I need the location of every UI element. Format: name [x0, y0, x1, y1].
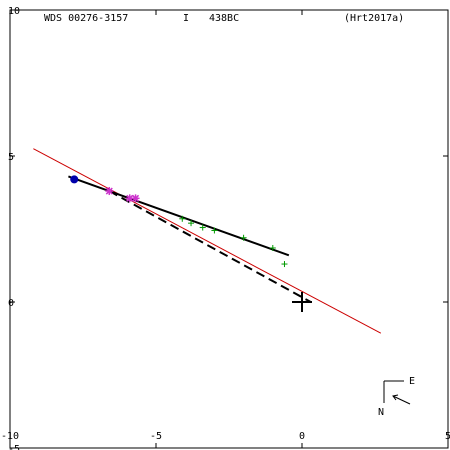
data-points — [70, 175, 312, 312]
y-tick-label: -5 — [8, 444, 20, 450]
compass: N E — [378, 376, 415, 418]
axis-ticks: -10 -5 0 5 -5 0 5 10 — [1, 6, 450, 450]
plus-point — [179, 215, 186, 222]
star-point — [131, 194, 140, 203]
motion-arrow-icon — [392, 395, 411, 405]
star-d2 — [126, 194, 134, 202]
x-tick-label: 5 — [445, 431, 450, 442]
y-tick-label: 0 — [8, 298, 14, 309]
header-grade: I — [183, 13, 189, 24]
plus-point — [281, 261, 288, 268]
y-tick-label: 5 — [8, 152, 14, 163]
plus-point — [211, 227, 218, 234]
plus-point — [199, 224, 206, 231]
plus-point — [269, 244, 276, 251]
x-tick-label: -5 — [150, 431, 162, 442]
compass-north-label: N — [378, 407, 384, 418]
x-tick-label: 0 — [299, 431, 305, 442]
compass-east-label: E — [409, 376, 415, 387]
y-tick-label: 10 — [8, 6, 20, 17]
motion-arrow-head-icon — [392, 394, 399, 401]
plus-point — [240, 234, 247, 241]
star-point — [105, 187, 114, 196]
x-tick-label: -10 — [1, 431, 19, 442]
header-orbit-ref: (Hrt2017a) — [344, 13, 404, 24]
fit-line — [33, 148, 382, 334]
star-d2 — [105, 187, 113, 195]
path-dashed — [108, 190, 312, 303]
header-reference: 438BC — [209, 13, 239, 24]
chart-lines — [33, 148, 382, 334]
circle-point — [70, 175, 79, 184]
plus-point — [188, 220, 195, 227]
header-designation: WDS 00276-3157 — [44, 13, 128, 24]
path-solid — [68, 175, 290, 257]
star-d2 — [132, 194, 140, 202]
plot-frame — [9, 9, 449, 449]
